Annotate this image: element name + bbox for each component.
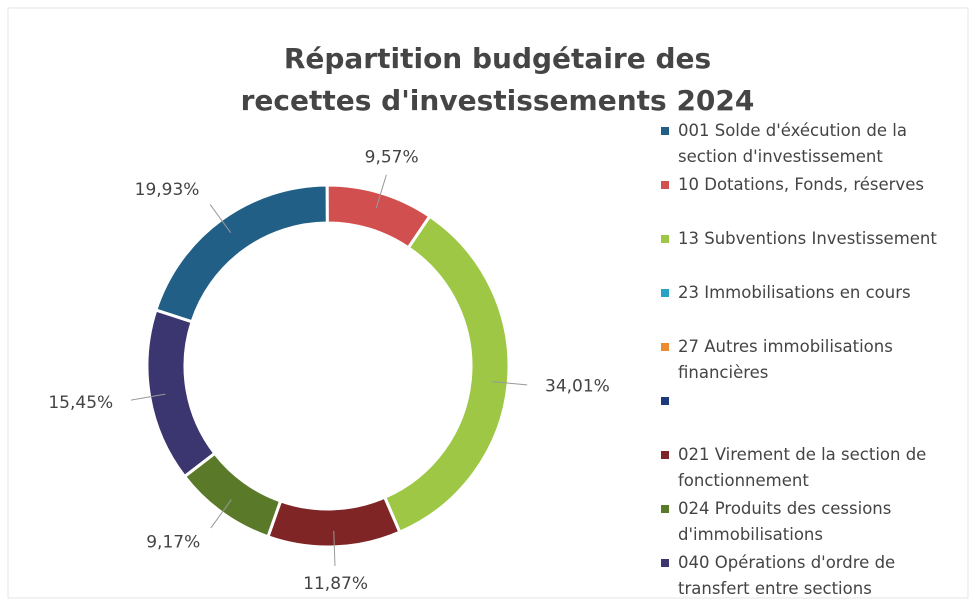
leader-line (209, 204, 232, 234)
legend-label: 13 Subventions Investissement (678, 229, 937, 248)
legend-swatch (661, 505, 669, 513)
legend-item: 040 Opérations d'ordre de transfert entr… (660, 550, 960, 601)
legend-item: 23 Immobilisations en cours (660, 280, 960, 306)
legend-swatch (661, 289, 669, 297)
legend-swatch (661, 451, 669, 459)
legend-item: 10 Dotations, Fonds, réserves (660, 172, 960, 198)
leader-line (130, 393, 166, 401)
legend-label: 024 Produits des cessions d'immobilisati… (678, 499, 892, 544)
legend-item: 001 Solde d'éxécution de la section d'in… (660, 118, 960, 170)
legend-swatch (661, 181, 669, 189)
legend-swatch (661, 235, 669, 243)
leader-line (210, 499, 232, 529)
legend-label: 001 Solde d'éxécution de la section d'in… (678, 121, 907, 166)
legend-item: 021 Virement de la section de fonctionne… (660, 442, 960, 494)
legend-label: 27 Autres immobilisations financières (678, 337, 893, 382)
leader-line (492, 381, 528, 386)
data-label: 9,17% (146, 533, 200, 553)
data-label: 34,01% (545, 377, 610, 397)
legend-label: 021 Virement de la section de fonctionne… (678, 445, 927, 490)
legend-label: 10 Dotations, Fonds, réserves (678, 175, 924, 194)
legend-label: 040 Opérations d'ordre de transfert entr… (678, 553, 896, 598)
legend-swatch (661, 343, 669, 351)
donut-segment (153, 183, 329, 324)
data-label: 11,87% (303, 574, 368, 594)
data-label: 15,45% (48, 393, 113, 413)
frame (7, 7, 969, 599)
chart-title: Répartition budgétaire des recettes d'in… (240, 42, 755, 117)
legend-item: 13 Subventions Investissement (660, 226, 960, 252)
leader-line (375, 174, 387, 209)
donut-segment (145, 308, 217, 479)
legend-item: 27 Autres immobilisations financières (660, 334, 960, 386)
legend-swatch (661, 127, 669, 135)
donut-segment (382, 214, 511, 535)
legend-label: 23 Immobilisations en cours (678, 283, 911, 302)
legend-swatch (661, 559, 669, 567)
leader-line (333, 530, 336, 566)
legend-item: 024 Produits des cessions d'immobilisati… (660, 496, 960, 548)
data-label: 19,93% (135, 180, 200, 200)
data-label: 9,57% (365, 147, 419, 167)
legend-swatch (661, 397, 669, 405)
